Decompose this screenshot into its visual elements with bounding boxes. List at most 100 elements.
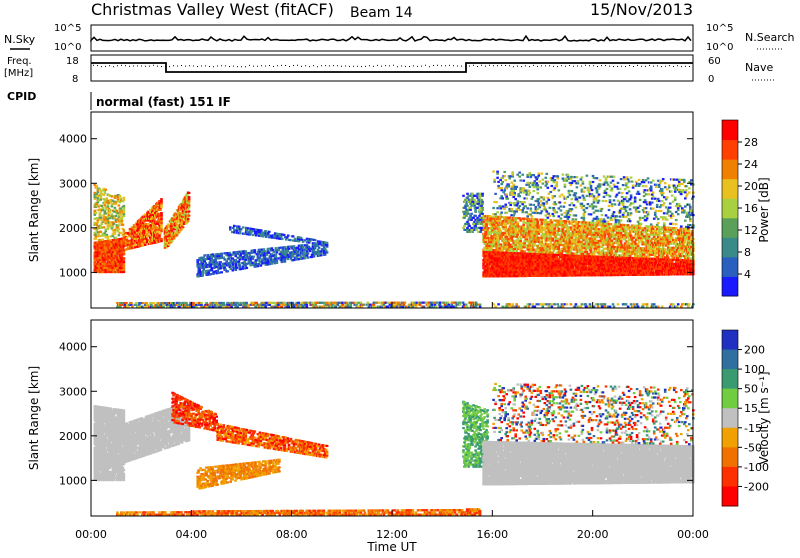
power-data-cell xyxy=(476,217,479,219)
power-data-cell xyxy=(121,218,124,220)
power-data-cell xyxy=(188,196,191,198)
power-data-cell xyxy=(233,231,236,233)
power-data-cell xyxy=(485,225,488,227)
power-data-cell xyxy=(114,207,117,209)
power-data-cell xyxy=(94,261,97,263)
power-data-cell xyxy=(471,193,474,195)
noise-right-tick-low: 10^0 xyxy=(706,42,733,53)
power-data-cell xyxy=(474,195,477,197)
power-data-cell xyxy=(387,306,390,308)
power-data-cell xyxy=(314,247,317,249)
power-data-cell xyxy=(104,192,107,194)
power-data-cell xyxy=(480,227,483,229)
power-data-cell xyxy=(436,302,439,304)
power-data-cell xyxy=(178,302,181,304)
power-data-cell xyxy=(301,239,304,241)
power-data-cell xyxy=(198,269,201,271)
power-data-cell xyxy=(383,304,386,306)
power-data-cell xyxy=(95,236,98,238)
power-data-cell xyxy=(315,304,318,306)
noise-left-tick-high: 10^5 xyxy=(54,23,81,34)
power-data-cell xyxy=(114,231,117,233)
power-data-cell xyxy=(100,199,103,201)
power-data-cell xyxy=(260,229,263,231)
power-data-cell xyxy=(435,306,438,308)
power-data-cell xyxy=(378,302,381,304)
power-data-cell xyxy=(284,260,287,262)
power-data-cell xyxy=(96,185,99,187)
power-data-cell xyxy=(107,238,110,240)
power-data-cell xyxy=(318,247,321,249)
power-data-cell xyxy=(297,251,300,253)
power-data-cell xyxy=(123,253,126,255)
power-data-cell xyxy=(469,215,472,217)
power-data-cell xyxy=(116,255,119,257)
power-data-cell xyxy=(187,218,190,220)
power-data-cell xyxy=(188,215,191,217)
power-data-cell xyxy=(215,262,218,264)
power-data-cell xyxy=(463,217,466,219)
power-data-cell xyxy=(466,221,469,223)
power-data-cell xyxy=(487,265,490,267)
power-data-cell xyxy=(123,197,126,199)
power-data-cell xyxy=(113,223,116,225)
power-data-cell xyxy=(373,304,376,306)
power-data-cell xyxy=(313,255,316,257)
power-data-cell xyxy=(185,302,188,304)
power-data-cell xyxy=(123,261,126,263)
power-data-cell xyxy=(160,206,163,208)
power-data-cell xyxy=(482,221,485,223)
power-data-cell xyxy=(273,302,276,304)
power-data-cell xyxy=(431,304,434,306)
power-data-cell xyxy=(480,205,483,207)
nave-trace xyxy=(93,65,690,66)
power-data-cell xyxy=(239,258,242,260)
power-data-cell xyxy=(479,306,482,308)
power-data-cell xyxy=(117,198,120,200)
power-data-cell xyxy=(115,203,118,205)
power-data-cell xyxy=(346,302,349,304)
power-data-cell xyxy=(470,205,473,207)
power-data-cell xyxy=(182,226,185,228)
power-data-cell xyxy=(227,270,230,272)
power-data-cell xyxy=(481,207,484,209)
power-data-cell xyxy=(470,227,473,229)
power-data-cell xyxy=(111,195,114,197)
power-data-cell xyxy=(238,226,241,228)
power-data-cell xyxy=(313,249,316,251)
power-data-cell xyxy=(556,256,559,258)
power-data-cell xyxy=(295,304,298,306)
power-data-cell xyxy=(289,239,292,241)
power-data-cell xyxy=(236,302,239,304)
power-data-cell xyxy=(160,212,163,214)
power-data-cell xyxy=(308,246,311,248)
power-data-cell xyxy=(463,225,466,227)
power-data-cell xyxy=(265,230,268,232)
power-data-cell xyxy=(307,257,310,259)
power-data-cell xyxy=(123,207,126,209)
power-data-cell xyxy=(276,306,279,308)
power-data-cell xyxy=(239,264,242,266)
power-data-cell xyxy=(661,272,664,274)
power-data-cell xyxy=(481,213,484,215)
power-data-cell xyxy=(257,265,260,267)
date-label: 15/Nov/2013 xyxy=(590,0,693,19)
power-data-cell xyxy=(99,188,102,190)
power-data-cell xyxy=(239,230,242,232)
power-data-cell xyxy=(337,304,340,306)
power-data-cell xyxy=(188,192,191,194)
power-data-cell xyxy=(481,209,484,211)
power-data-cell xyxy=(235,269,238,271)
power-data-cell xyxy=(477,221,480,223)
power-data-cell xyxy=(105,208,108,210)
power-data-cell xyxy=(203,254,206,256)
power-data-cell xyxy=(271,263,274,265)
power-data-cell xyxy=(117,226,120,228)
nsearch-label: N.Search xyxy=(745,31,795,44)
power-data-cell xyxy=(303,251,306,253)
power-data-cell xyxy=(484,241,487,243)
power-data-cell xyxy=(459,304,462,306)
power-data-cell xyxy=(474,201,477,203)
power-data-cell xyxy=(448,304,451,306)
